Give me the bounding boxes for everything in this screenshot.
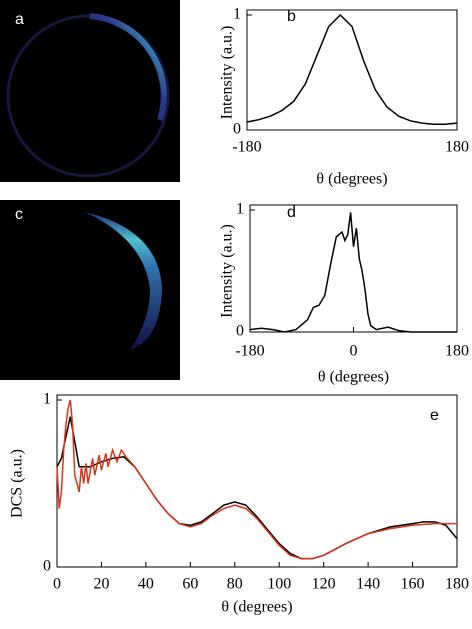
x-axis-label: θ (degrees)	[316, 171, 387, 188]
x-tick-label: 140	[356, 576, 380, 593]
x-axis-label: θ (degrees)	[221, 599, 292, 616]
x-tick-label: 160	[401, 576, 425, 593]
x-tick-label: 0	[53, 576, 61, 593]
x-tick-label: -180	[235, 343, 264, 360]
panel-label: e	[430, 407, 439, 424]
y-tick-label: 1	[233, 6, 241, 23]
x-tick-label: 40	[138, 576, 154, 593]
image-a	[0, 0, 180, 182]
panel-label: c	[15, 206, 23, 223]
x-tick-label: 120	[312, 576, 336, 593]
y-tick-label: 1	[236, 201, 244, 218]
data-line	[56, 416, 458, 560]
y-axis-label: Intensity (a.u.)	[219, 224, 236, 318]
y-tick-label: 0	[233, 121, 241, 138]
y-tick-label: 0	[236, 323, 244, 340]
y-tick-label: 0	[43, 558, 51, 575]
plot-frame	[249, 204, 458, 333]
y-axis-label: DCS (a.u.)	[9, 449, 26, 518]
x-tick-label: 180	[445, 576, 469, 593]
image-c	[0, 200, 180, 380]
plot-frame	[56, 394, 458, 568]
x-tick-label: 80	[227, 576, 243, 593]
y-tick-label: 1	[43, 391, 51, 408]
x-tick-label: 0	[350, 343, 358, 360]
panel-label: b	[287, 8, 296, 25]
panel-label: a	[15, 11, 24, 28]
x-tick-label: 180	[445, 343, 469, 360]
plot-frame	[246, 9, 458, 131]
x-tick-label: 100	[267, 576, 291, 593]
x-tick-label: -180	[232, 139, 261, 156]
data-line	[246, 13, 458, 126]
x-tick-label: 20	[93, 576, 109, 593]
y-axis-label: Intensity (a.u.)	[219, 26, 236, 120]
x-tick-label: 60	[182, 576, 198, 593]
data-line	[56, 399, 457, 560]
data-line	[249, 212, 457, 333]
x-axis-label: θ (degrees)	[318, 369, 389, 386]
x-tick-label: 180	[445, 139, 469, 156]
panel-label: d	[287, 204, 296, 221]
